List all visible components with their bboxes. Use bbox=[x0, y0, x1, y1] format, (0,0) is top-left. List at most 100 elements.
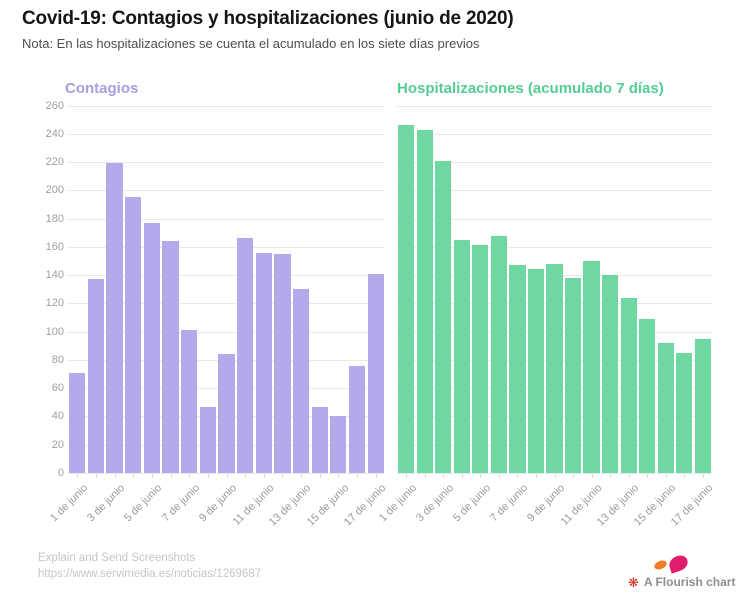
bar-hospitalizaciones-11-de-junio[interactable] bbox=[583, 260, 600, 473]
x-axis-tick bbox=[665, 474, 667, 478]
screenshot-tool-caption: Explain and Send Screenshots bbox=[38, 552, 196, 564]
bar-hospitalizaciones-14-de-junio[interactable] bbox=[639, 318, 656, 473]
bar-hospitalizaciones-2-de-junio[interactable] bbox=[416, 129, 433, 473]
x-axis-tick bbox=[591, 474, 593, 478]
bar-contagios-7-de-junio[interactable] bbox=[181, 330, 198, 473]
flourish-attribution-label: A Flourish chart bbox=[643, 575, 736, 589]
y-axis-tick-label: 100 bbox=[45, 325, 64, 338]
bar-contagios-2-de-junio[interactable] bbox=[87, 279, 105, 473]
source-url[interactable]: https://www.servimedia.es/noticias/12696… bbox=[38, 568, 262, 580]
bar-contagios-10-de-junio[interactable] bbox=[237, 238, 254, 473]
x-axis-tick bbox=[245, 474, 247, 478]
gridline-160 bbox=[68, 246, 385, 248]
bar-contagios-8-de-junio[interactable] bbox=[199, 406, 216, 473]
bar-hospitalizaciones-13-de-junio[interactable] bbox=[620, 297, 637, 473]
y-axis-tick-label: 80 bbox=[51, 353, 64, 366]
x-axis-tick bbox=[573, 474, 575, 478]
bar-hospitalizaciones-4-de-junio[interactable] bbox=[453, 239, 470, 473]
y-axis-tick-label: 260 bbox=[45, 99, 64, 112]
x-axis-tick bbox=[77, 474, 79, 478]
bar-contagios-13-de-junio[interactable] bbox=[292, 289, 310, 473]
gridline-220 bbox=[68, 162, 385, 164]
x-axis-tick bbox=[406, 474, 408, 478]
page-title: Covid-19: Contagios y hospitalizaciones … bbox=[22, 8, 514, 29]
x-axis-tick bbox=[357, 474, 359, 478]
bar-hospitalizaciones-9-de-junio[interactable] bbox=[546, 263, 563, 473]
x-axis-tick bbox=[375, 474, 377, 478]
series-header-contagios: Contagios bbox=[65, 80, 139, 97]
y-axis-tick-label: 180 bbox=[45, 212, 64, 225]
x-axis-tick bbox=[498, 474, 500, 478]
x-axis-tick bbox=[226, 474, 228, 478]
x-axis-tick bbox=[151, 474, 153, 478]
gridline-240 bbox=[68, 133, 385, 135]
gridline-260 bbox=[397, 105, 712, 107]
x-axis-tick bbox=[207, 474, 209, 478]
bar-contagios-11-de-junio[interactable] bbox=[255, 252, 272, 473]
y-axis-tick-label: 0 bbox=[57, 467, 64, 479]
bar-contagios-5-de-junio[interactable] bbox=[143, 222, 161, 473]
bar-hospitalizaciones-7-de-junio[interactable] bbox=[509, 265, 526, 473]
x-axis-tick-label: 1 de junio bbox=[47, 482, 90, 525]
x-axis-tick-label: 3 de junio bbox=[84, 482, 128, 525]
y-axis-tick-label: 160 bbox=[45, 240, 64, 253]
x-axis-tick bbox=[535, 474, 537, 478]
x-axis-tick bbox=[461, 474, 463, 478]
gridline-160 bbox=[397, 246, 712, 248]
bar-contagios-3-de-junio[interactable] bbox=[106, 163, 123, 473]
x-axis-tick bbox=[114, 474, 116, 478]
y-axis-tick-label: 240 bbox=[45, 127, 64, 140]
x-axis-tick-label: 5 de junio bbox=[450, 482, 493, 525]
bar-hospitalizaciones-16-de-junio[interactable] bbox=[676, 352, 693, 473]
bar-contagios-16-de-junio[interactable] bbox=[348, 365, 366, 473]
bar-hospitalizaciones-10-de-junio[interactable] bbox=[564, 277, 582, 473]
y-axis-tick-label: 220 bbox=[45, 156, 64, 169]
gridline-180 bbox=[397, 218, 712, 220]
x-axis-tick bbox=[702, 474, 704, 478]
x-axis-tick bbox=[628, 474, 630, 478]
page-subtitle: Nota: En las hospitalizaciones se cuenta… bbox=[22, 36, 480, 51]
bar-hospitalizaciones-1-de-junio[interactable] bbox=[398, 125, 415, 473]
x-axis-tick bbox=[480, 474, 482, 478]
x-axis-tick bbox=[170, 474, 172, 478]
bar-hospitalizaciones-8-de-junio[interactable] bbox=[527, 269, 545, 473]
gridline-260 bbox=[68, 105, 385, 107]
bar-contagios-1-de-junio[interactable] bbox=[69, 372, 86, 473]
gridline-240 bbox=[397, 133, 712, 135]
gridline-0 bbox=[68, 473, 385, 474]
bar-hospitalizaciones-6-de-junio[interactable] bbox=[490, 235, 507, 473]
flourish-attribution[interactable]: ❋ A Flourish chart bbox=[628, 575, 735, 589]
gridline-180 bbox=[68, 218, 385, 220]
gridline-0 bbox=[397, 473, 712, 474]
x-axis-tick-label: 3 de junio bbox=[413, 482, 456, 525]
bar-hospitalizaciones-17-de-junio[interactable] bbox=[694, 338, 711, 473]
x-axis-tick bbox=[189, 474, 191, 478]
gridline-200 bbox=[68, 190, 385, 192]
bar-contagios-9-de-junio[interactable] bbox=[218, 354, 235, 473]
flourish-flower-icon: ❋ bbox=[628, 574, 639, 590]
x-axis-tick bbox=[319, 474, 321, 478]
x-axis-tick bbox=[684, 474, 686, 478]
bar-contagios-14-de-junio[interactable] bbox=[311, 406, 328, 473]
bar-hospitalizaciones-15-de-junio[interactable] bbox=[657, 342, 674, 473]
bar-hospitalizaciones-12-de-junio[interactable] bbox=[602, 275, 619, 473]
y-axis-tick-label: 20 bbox=[51, 438, 64, 451]
x-axis-tick bbox=[133, 474, 135, 478]
x-axis-tick bbox=[554, 474, 556, 478]
bar-contagios-17-de-junio[interactable] bbox=[367, 273, 384, 473]
y-axis-tick-label: 200 bbox=[45, 184, 64, 197]
bar-contagios-12-de-junio[interactable] bbox=[274, 253, 291, 473]
bar-contagios-4-de-junio[interactable] bbox=[125, 197, 142, 473]
x-axis-tick bbox=[95, 474, 97, 478]
gridline-140 bbox=[68, 275, 385, 277]
x-axis-tick-label: 7 de junio bbox=[159, 482, 202, 525]
x-axis-tick bbox=[338, 474, 340, 478]
gridline-220 bbox=[397, 162, 712, 164]
x-axis-tick bbox=[301, 474, 303, 478]
bar-contagios-15-de-junio[interactable] bbox=[330, 416, 347, 473]
bar-hospitalizaciones-5-de-junio[interactable] bbox=[472, 245, 489, 473]
bar-hospitalizaciones-3-de-junio[interactable] bbox=[435, 160, 452, 473]
x-axis-tick bbox=[443, 474, 445, 478]
bar-contagios-6-de-junio[interactable] bbox=[162, 241, 179, 473]
x-axis-tick bbox=[610, 474, 612, 478]
